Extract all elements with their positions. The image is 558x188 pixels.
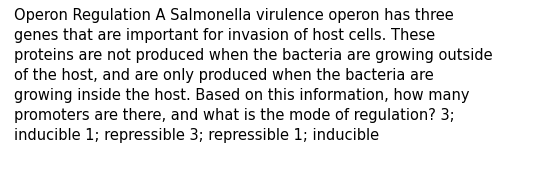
- Text: Operon Regulation A Salmonella virulence operon has three
genes that are importa: Operon Regulation A Salmonella virulence…: [14, 8, 493, 143]
